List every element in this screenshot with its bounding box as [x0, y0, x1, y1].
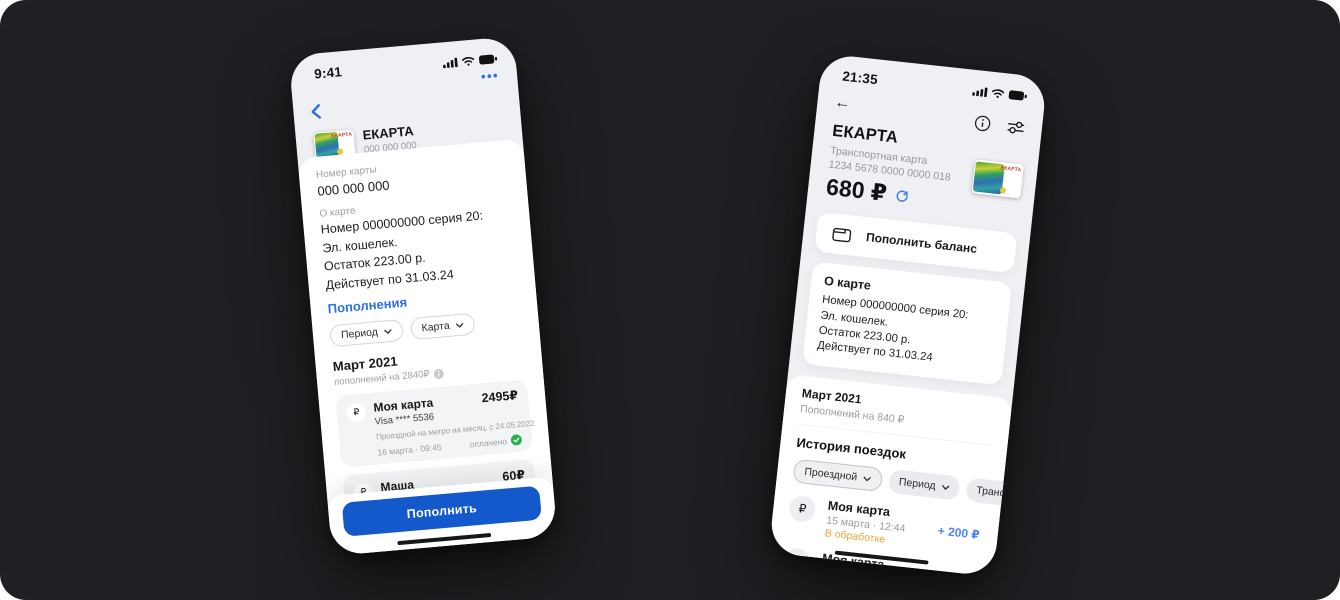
topup-label: Пополнить баланс: [865, 230, 978, 257]
card-brand-text: ЕКАРТА: [331, 131, 353, 140]
ruble-icon: ₽: [788, 494, 817, 524]
ruble-icon: ₽: [782, 547, 812, 577]
transaction-amount: 2495₽: [481, 388, 519, 406]
back-chevron-icon: [311, 104, 322, 119]
wifi-icon: [461, 56, 475, 66]
chevron-down-icon: [455, 322, 464, 328]
chevron-down-icon: [383, 328, 392, 334]
info-icon[interactable]: [433, 368, 444, 379]
about-text: Номер 000000000 серия 20: Эл. кошелек. О…: [816, 294, 970, 364]
info-icon[interactable]: [973, 114, 992, 133]
chevron-down-icon: [1032, 494, 1041, 500]
wallet-icon: [832, 228, 852, 243]
chevron-down-icon: [942, 484, 950, 490]
left-phone: 9:41 ••• ЕКАРТА ЕКАРТА 000 000 000 Ном: [288, 36, 558, 556]
trip-row[interactable]: ₽ Моя карта 15 марта · 12:44 В обработке…: [786, 494, 983, 557]
filter-chips: Период Карта: [329, 309, 522, 348]
right-status-bar: 21:35: [820, 53, 1048, 105]
card-logo-dot: [999, 187, 1007, 195]
right-nav-bar: ←: [816, 81, 1044, 138]
ruble-icon: ₽: [346, 402, 367, 424]
filter-pass[interactable]: Проездной: [792, 458, 884, 493]
filter-period[interactable]: Период: [329, 318, 404, 348]
topup-balance-button[interactable]: Пополнить баланс: [814, 212, 1018, 274]
paid-check-icon: [510, 434, 522, 446]
about-card: О карте Номер 000000000 серия 20: Эл. ко…: [802, 261, 1013, 386]
battery-icon: [478, 54, 498, 64]
trip-amount: + 200 ₽: [937, 523, 981, 543]
signal-icon: [442, 57, 458, 68]
transaction-card[interactable]: 2495₽ ₽ Моя карта Visa **** 5536 Проездн…: [335, 379, 535, 468]
month-subtitle: пополнений на 2840₽: [334, 360, 526, 388]
history-sheet: Март 2021 Пополнений на 840 ₽ История по…: [768, 374, 1048, 577]
transaction-card-number: Visa **** 5536: [374, 411, 435, 428]
left-status-bar: 9:41: [289, 36, 517, 84]
wifi-icon: [992, 88, 1005, 98]
transaction-datetime: 16 марта · 09:45: [376, 441, 442, 458]
transaction-status: оплачено: [469, 434, 522, 450]
signal-icon: [972, 87, 988, 97]
balance-value: 680 ₽: [824, 173, 889, 207]
back-button[interactable]: [292, 79, 520, 127]
filter-sliders-icon[interactable]: [1006, 119, 1025, 135]
about-text: Номер 000000000 серия 20: Эл. кошелек. О…: [320, 208, 484, 292]
left-status-time: 9:41: [313, 64, 343, 82]
filter-period[interactable]: Период: [887, 469, 961, 501]
back-arrow-button[interactable]: ←: [833, 93, 852, 113]
refresh-icon[interactable]: [894, 188, 909, 203]
card-summary: ЕКАРТА Транспортная карта 1234 5678 0000…: [807, 114, 1041, 223]
left-content-sheet: Номер карты 000 000 000 О карте Номер 00…: [297, 138, 558, 556]
balance-row: 680 ₽: [825, 174, 1017, 221]
chevron-down-icon: [863, 476, 871, 482]
trip-datetime: 15 марта · 11:12: [820, 567, 899, 576]
right-phone: 21:35 ← ЕКАРТА Транспортная карта 1234 5…: [768, 53, 1048, 577]
battery-icon: [1008, 89, 1027, 100]
filter-transport[interactable]: Транспорт: [965, 477, 1048, 511]
card-thumbnail: ЕКАРТА: [971, 159, 1024, 199]
topup-button[interactable]: Пополнить: [341, 485, 542, 537]
filter-card[interactable]: Карта: [409, 312, 476, 341]
